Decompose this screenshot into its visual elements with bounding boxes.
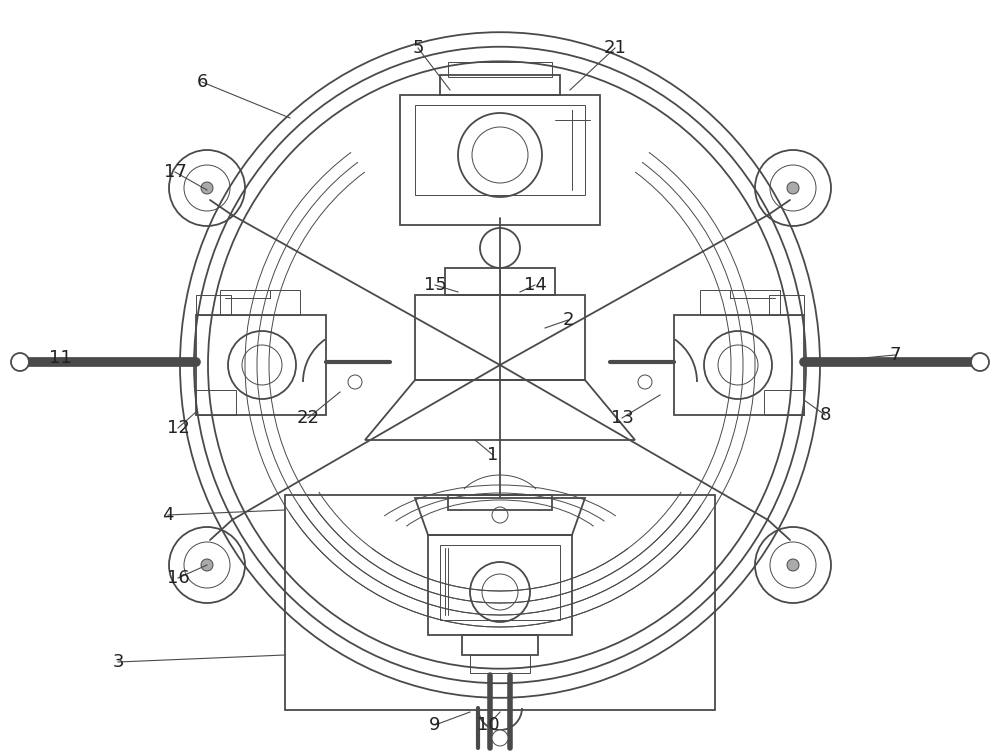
- Bar: [445, 268, 555, 295]
- Circle shape: [201, 559, 213, 571]
- Text: 5: 5: [412, 39, 424, 57]
- Text: 21: 21: [604, 39, 626, 57]
- Circle shape: [787, 182, 799, 194]
- Circle shape: [971, 353, 989, 371]
- Bar: [448, 495, 552, 510]
- Bar: [440, 75, 560, 95]
- Bar: [196, 295, 231, 315]
- Bar: [400, 95, 600, 225]
- Bar: [764, 390, 804, 415]
- Circle shape: [11, 353, 29, 371]
- Circle shape: [787, 559, 799, 571]
- Bar: [196, 390, 236, 415]
- Text: 13: 13: [611, 409, 633, 427]
- Bar: [448, 62, 552, 77]
- Bar: [428, 535, 572, 635]
- Text: 9: 9: [429, 716, 441, 734]
- Text: 1: 1: [487, 446, 499, 464]
- Text: 16: 16: [167, 569, 189, 587]
- Text: 17: 17: [164, 163, 186, 181]
- Text: 12: 12: [167, 419, 189, 437]
- Circle shape: [492, 730, 508, 746]
- Bar: [462, 635, 538, 655]
- Circle shape: [201, 182, 213, 194]
- Text: 14: 14: [524, 276, 546, 294]
- Bar: [470, 655, 530, 673]
- Text: 11: 11: [49, 349, 71, 367]
- Bar: [196, 315, 326, 415]
- Bar: [674, 315, 804, 415]
- Bar: [415, 105, 585, 195]
- Text: 7: 7: [889, 346, 901, 364]
- Text: 22: 22: [296, 409, 320, 427]
- Bar: [285, 495, 715, 710]
- Bar: [415, 295, 585, 380]
- Text: 3: 3: [112, 653, 124, 671]
- Text: 2: 2: [562, 311, 574, 329]
- Bar: [769, 295, 804, 315]
- Text: 15: 15: [424, 276, 446, 294]
- Bar: [700, 290, 780, 315]
- Text: 4: 4: [162, 506, 174, 524]
- Text: 6: 6: [196, 73, 208, 91]
- Text: 10: 10: [477, 716, 499, 734]
- Bar: [440, 545, 560, 620]
- Bar: [220, 290, 300, 315]
- Text: 8: 8: [819, 406, 831, 424]
